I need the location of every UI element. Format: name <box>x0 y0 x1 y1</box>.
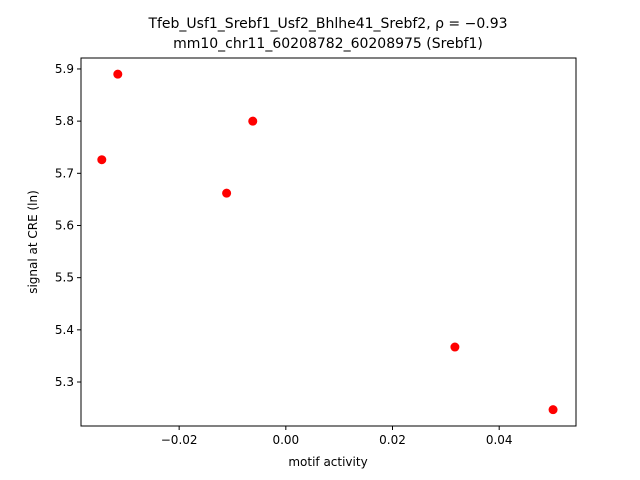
y-axis-label: signal at CRE (ln) <box>26 190 40 294</box>
x-tick-label: 0.02 <box>379 433 406 447</box>
chart-title: Tfeb_Usf1_Srebf1_Usf2_Bhlhe41_Srebf2, ρ … <box>147 16 507 32</box>
point <box>113 69 123 79</box>
y-tick-label: 5.5 <box>55 271 74 285</box>
point <box>97 155 107 165</box>
point <box>248 116 258 126</box>
x-tick-label: 0.04 <box>486 433 513 447</box>
y-tick-label: 5.3 <box>55 375 74 389</box>
point <box>222 188 232 198</box>
y-tick-label: 5.7 <box>55 166 74 180</box>
point <box>548 405 558 415</box>
x-axis-label: motif activity <box>288 455 367 469</box>
y-tick-label: 5.8 <box>55 114 74 128</box>
chart-subtitle: mm10_chr11_60208782_60208975 (Srebf1) <box>173 36 483 52</box>
x-tick-label: −0.02 <box>161 433 198 447</box>
point <box>450 342 460 352</box>
x-tick-label: 0.00 <box>272 433 299 447</box>
y-tick-label: 5.9 <box>55 62 74 76</box>
y-tick-label: 5.4 <box>55 323 74 337</box>
plot-frame <box>80 57 577 427</box>
y-tick-label: 5.6 <box>55 218 74 232</box>
